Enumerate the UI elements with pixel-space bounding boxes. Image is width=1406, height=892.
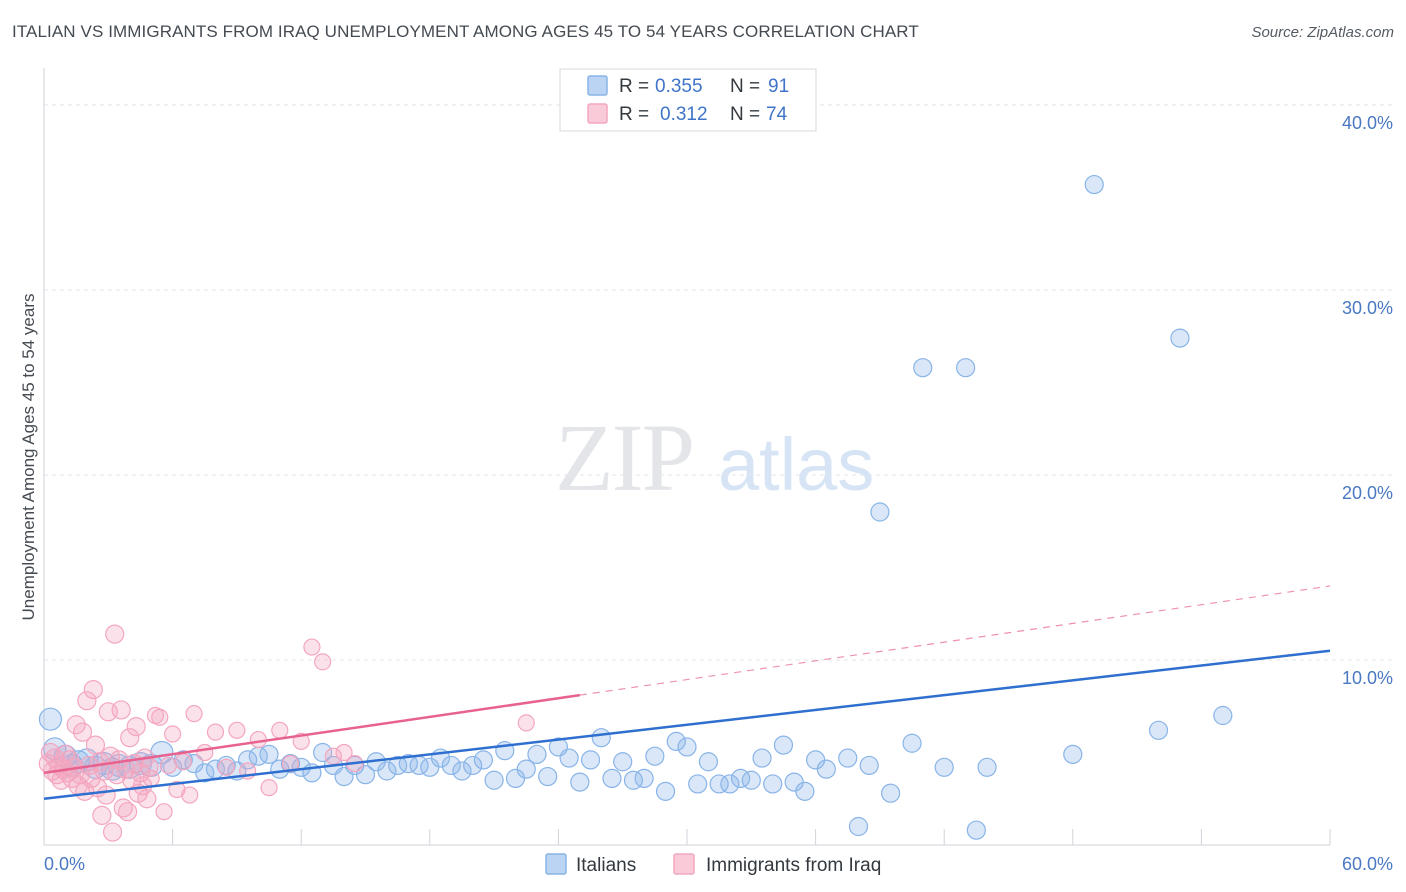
italians-point — [39, 708, 61, 730]
iraq-point — [93, 806, 111, 824]
scatter-chart: ZIP atlas 0.0% 60.0% 10.0% 20.0% 30.0% 40.0%… — [0, 0, 1406, 892]
italians-point — [699, 753, 717, 771]
x-tick-label-min: 0.0% — [44, 854, 85, 874]
iraq-point — [127, 718, 145, 736]
iraq-point — [165, 726, 181, 742]
italians-series-swatch — [546, 854, 566, 874]
iraq-series-label: Immigrants from Iraq — [706, 855, 881, 876]
italians-point — [582, 751, 600, 769]
italians-point — [474, 751, 492, 769]
italians-n-label: N = — [730, 76, 760, 97]
y-tick-label: 10.0% — [1342, 668, 1393, 688]
italians-point — [1064, 745, 1082, 763]
italians-r-label: R = — [619, 76, 649, 97]
x-tick-label-max: 60.0% — [1342, 854, 1393, 874]
italians-point — [978, 758, 996, 776]
italians-point — [957, 359, 975, 377]
italians-point — [635, 769, 653, 787]
grid-lines — [44, 105, 1392, 660]
italians-point — [817, 760, 835, 778]
italians-point — [592, 729, 610, 747]
italians-point — [753, 749, 771, 767]
iraq-point — [186, 706, 202, 722]
iraq-point — [304, 639, 320, 655]
watermark-atlas-text: atlas — [718, 423, 874, 506]
iraq-point — [160, 757, 176, 773]
italians-r-value: 0.355 — [655, 76, 703, 97]
iraq-point — [175, 754, 191, 770]
iraq-point — [272, 722, 288, 738]
italians-point — [485, 771, 503, 789]
iraq-point — [218, 759, 234, 775]
italians-point — [839, 749, 857, 767]
iraq-point — [106, 625, 124, 643]
iraq-n-label: N = — [730, 104, 760, 125]
iraq-legend-swatch — [588, 104, 607, 123]
iraq-point — [143, 770, 159, 786]
series-legend: Italians Immigrants from Iraq — [546, 854, 881, 876]
iraq-point — [86, 736, 104, 754]
italians-point — [1150, 721, 1168, 739]
italians-point — [903, 734, 921, 752]
italians-point — [678, 738, 696, 756]
iraq-point — [138, 790, 156, 808]
iraq-r-value: 0.312 — [660, 104, 708, 125]
italians-point — [571, 773, 589, 791]
italians-point — [560, 749, 578, 767]
iraq-r-label: R = — [619, 104, 649, 125]
watermark-zip-text: ZIP — [555, 404, 693, 511]
iraq-point — [250, 732, 266, 748]
italians-point — [657, 782, 675, 800]
iraq-point — [84, 681, 102, 699]
italians-point — [882, 784, 900, 802]
iraq-point — [97, 786, 115, 804]
iraq-point — [207, 724, 223, 740]
y-tick-label: 30.0% — [1342, 298, 1393, 318]
italians-point — [871, 503, 889, 521]
iraq-point — [315, 654, 331, 670]
italians-point — [935, 758, 953, 776]
italians-point — [914, 359, 932, 377]
italians-point — [689, 775, 707, 793]
y-tick-label: 40.0% — [1342, 113, 1393, 133]
italians-n-value: 91 — [768, 76, 789, 97]
iraq-point — [261, 780, 277, 796]
iraq-point — [152, 709, 168, 725]
italians-point — [646, 747, 664, 765]
iraq-point — [104, 823, 122, 841]
stats-legend: R = 0.355 N = 91 R = 0.312 N = 74 — [560, 69, 816, 131]
iraq-point — [197, 745, 213, 761]
iraq-point — [182, 787, 198, 803]
iraq-point — [518, 715, 534, 731]
italians-point — [796, 782, 814, 800]
iraq-point — [112, 701, 130, 719]
italians-point — [1171, 329, 1189, 347]
italians-point — [603, 769, 621, 787]
iraq-trend-extension — [580, 586, 1330, 695]
italians-point — [528, 745, 546, 763]
y-axis-label: Unemployment Among Ages 45 to 54 years — [19, 294, 38, 621]
italians-point — [614, 753, 632, 771]
iraq-point — [156, 804, 172, 820]
iraq-series-swatch — [674, 854, 694, 874]
italians-legend-swatch — [588, 76, 607, 95]
y-axis-tick-labels: 10.0% 20.0% 30.0% 40.0% — [1342, 113, 1393, 688]
iraq-n-value: 74 — [766, 104, 788, 125]
iraq-point — [119, 803, 137, 821]
y-tick-label: 20.0% — [1342, 483, 1393, 503]
italians-point — [774, 736, 792, 754]
italians-series-label: Italians — [576, 855, 636, 876]
italians-point — [742, 771, 760, 789]
italians-point — [860, 756, 878, 774]
italians-point — [1085, 176, 1103, 194]
italians-point — [967, 821, 985, 839]
italians-point — [849, 818, 867, 836]
italians-point — [1214, 707, 1232, 725]
italians-point — [539, 768, 557, 786]
iraq-point — [229, 722, 245, 738]
italians-point — [764, 775, 782, 793]
watermark: ZIP atlas — [555, 404, 874, 511]
